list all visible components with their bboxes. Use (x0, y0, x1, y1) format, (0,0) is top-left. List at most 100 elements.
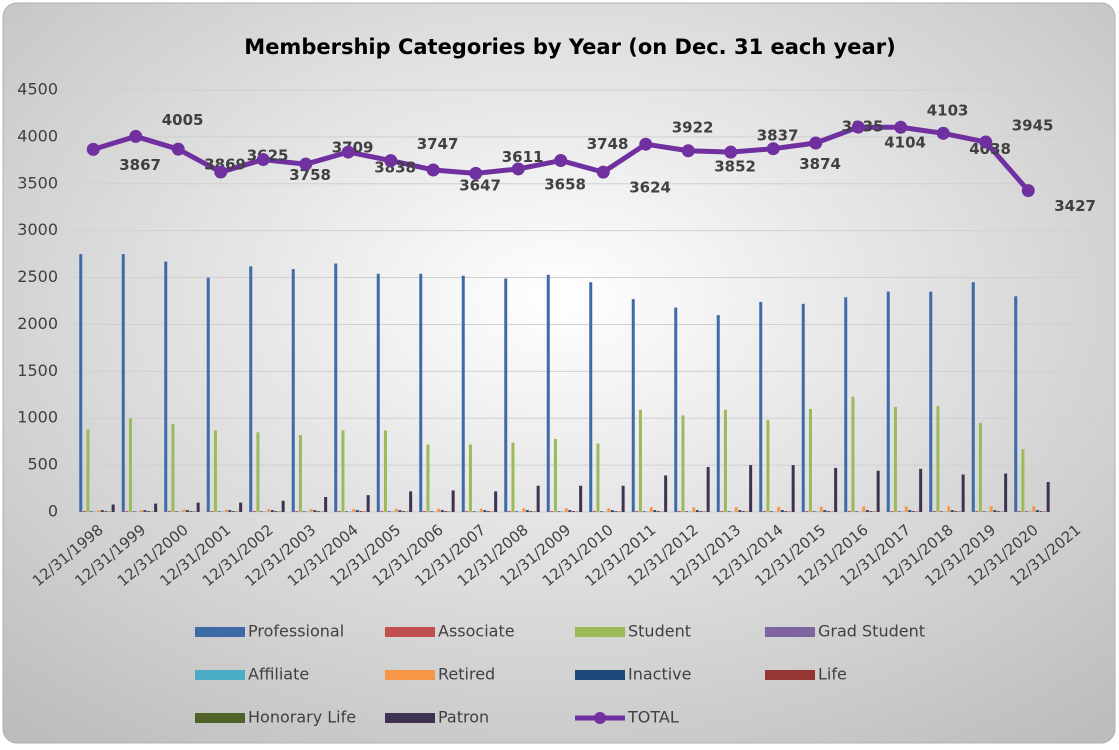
bar (759, 302, 762, 512)
line-point (512, 162, 525, 175)
data-label: 3867 (119, 156, 161, 174)
bar (975, 511, 978, 512)
data-label: 3647 (459, 176, 501, 194)
bar (558, 511, 561, 512)
bar (480, 509, 483, 512)
bar (504, 278, 507, 512)
bar (674, 308, 677, 512)
bar (568, 510, 571, 512)
line-point (87, 143, 100, 156)
bar (862, 506, 865, 512)
line-point (809, 136, 822, 149)
y-tick-label: 1000 (17, 408, 58, 427)
bar (550, 511, 553, 512)
bar (696, 510, 699, 512)
legend-swatch (195, 627, 245, 637)
bar (122, 254, 125, 512)
bar (653, 510, 656, 512)
bar (579, 486, 582, 512)
bar (388, 511, 391, 512)
legend-swatch (195, 713, 245, 723)
legend-label: Honorary Life (248, 708, 356, 727)
bar (249, 266, 252, 512)
line-point (724, 146, 737, 159)
line-point (937, 127, 950, 140)
bar (225, 510, 228, 512)
data-label: 3658 (544, 175, 586, 193)
bar (813, 511, 816, 512)
bar (154, 504, 157, 512)
bar (635, 511, 638, 512)
legend-label: Life (818, 665, 847, 684)
bar (356, 510, 359, 512)
line-point (979, 136, 992, 149)
bar (820, 507, 823, 512)
y-tick-label: 4500 (17, 80, 58, 99)
bar (565, 508, 568, 512)
bar (274, 511, 277, 512)
bar (239, 503, 242, 512)
bar (1047, 482, 1050, 512)
bar (1039, 511, 1042, 512)
line-point (384, 154, 397, 167)
bar (632, 299, 635, 512)
bar (90, 511, 93, 512)
bar (168, 511, 171, 512)
bar (164, 262, 167, 512)
line-point (639, 138, 652, 151)
bar (908, 510, 911, 512)
bar (292, 269, 295, 512)
chart-title: Membership Categories by Year (on Dec. 3… (244, 35, 895, 59)
data-label: 4104 (884, 134, 926, 152)
data-label: 4103 (927, 102, 969, 120)
bar (419, 274, 422, 512)
bar (1014, 296, 1017, 512)
bar (763, 511, 766, 512)
bar (749, 465, 752, 512)
bar (936, 406, 939, 512)
legend-swatch (765, 670, 815, 680)
legend-label: Patron (438, 708, 489, 727)
bar (979, 423, 982, 512)
bar (423, 511, 426, 512)
bar (465, 511, 468, 512)
bar (650, 507, 653, 512)
data-label: 4005 (162, 111, 204, 129)
bar (777, 507, 780, 512)
bar (271, 510, 274, 512)
bar (345, 511, 348, 512)
bar (851, 397, 854, 512)
bar (207, 278, 210, 512)
bar (86, 429, 89, 512)
bar (600, 511, 603, 512)
bar (997, 511, 1000, 512)
legend-swatch (385, 627, 435, 637)
bar (887, 292, 890, 512)
bar (940, 511, 943, 512)
y-tick-label: 3500 (17, 173, 58, 192)
bar (766, 420, 769, 512)
bar (919, 469, 922, 512)
bar (515, 511, 518, 512)
bar (596, 444, 599, 512)
bar (473, 511, 476, 512)
bar (380, 511, 383, 512)
bar (664, 475, 667, 512)
legend-swatch (575, 627, 625, 637)
bar (253, 511, 256, 512)
bar (324, 497, 327, 512)
line-point (214, 166, 227, 179)
bar (182, 510, 185, 512)
bar (983, 511, 986, 512)
bar (402, 511, 405, 512)
legend-swatch (575, 670, 625, 680)
bar (611, 510, 614, 512)
bar (547, 275, 550, 512)
bar (855, 511, 858, 512)
bar (341, 430, 344, 512)
bar (809, 409, 812, 512)
y-tick-label: 0 (48, 502, 58, 521)
bar (614, 511, 617, 512)
legend-swatch (195, 670, 245, 680)
bar (175, 511, 178, 512)
